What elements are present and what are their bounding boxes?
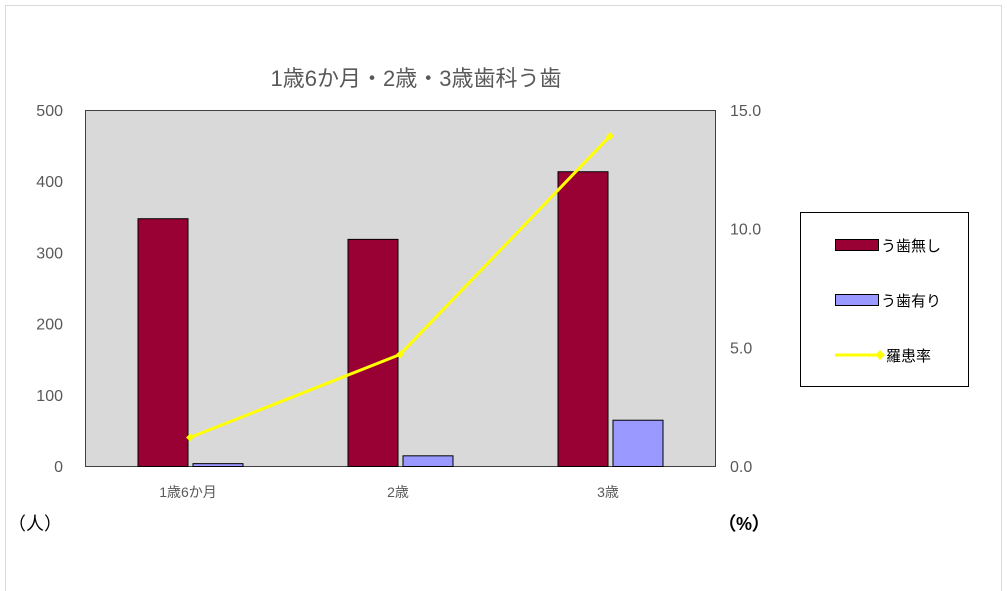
bar-1-0 <box>192 463 244 468</box>
line-point-2-1 <box>396 350 404 359</box>
bar-0-2 <box>557 171 609 467</box>
chart-title: 1歳6か月・2歳・3歳歯科う歯 <box>271 66 562 91</box>
category-axis: 1歳6か月 2歳 3歳 <box>159 484 619 500</box>
left-tick-label-2: 200 <box>36 317 63 334</box>
chart-frame <box>5 5 1002 591</box>
right-tick-label-3: 15.0 <box>730 103 761 120</box>
legend-swatch-caries <box>835 294 879 306</box>
legend-marker-rate <box>875 350 885 360</box>
bar-1-2 <box>612 419 664 467</box>
left-axis: 0 100 200 300 400 500 <box>36 103 63 476</box>
line-point-2-0 <box>186 433 194 442</box>
line-layer <box>186 132 614 442</box>
bar-0-1 <box>347 238 399 467</box>
legend: う歯無し う歯有り 羅患率 <box>800 212 969 387</box>
legend-label-rate: 羅患率 <box>886 348 931 365</box>
left-tick-label-0: 0 <box>54 459 63 476</box>
category-label-2: 3歳 <box>597 484 619 500</box>
right-axis: 0.0 5.0 10.0 15.0 <box>730 103 761 476</box>
right-axis-unit-label: （%） <box>718 514 770 534</box>
plot-area <box>85 110 716 467</box>
category-label-1: 2歳 <box>387 484 409 500</box>
bar-0-0 <box>137 218 189 467</box>
line-point-2-2 <box>606 132 614 141</box>
legend-label-no-caries: う歯無し <box>881 238 941 255</box>
legend-label-caries: う歯有り <box>881 293 941 310</box>
category-label-0: 1歳6か月 <box>159 484 217 500</box>
left-tick-label-1: 100 <box>36 388 63 405</box>
right-tick-label-0: 0.0 <box>730 459 752 476</box>
legend-swatch-no-caries <box>835 239 879 251</box>
right-tick-label-1: 5.0 <box>730 340 752 357</box>
left-tick-label-4: 400 <box>36 174 63 191</box>
left-tick-label-3: 300 <box>36 245 63 262</box>
left-axis-unit-label: （人） <box>8 514 62 534</box>
legend-box <box>800 212 969 387</box>
left-tick-label-5: 500 <box>36 103 63 120</box>
right-tick-label-2: 10.0 <box>730 222 761 239</box>
bar-1-1 <box>402 455 454 468</box>
bar-group <box>137 171 664 468</box>
